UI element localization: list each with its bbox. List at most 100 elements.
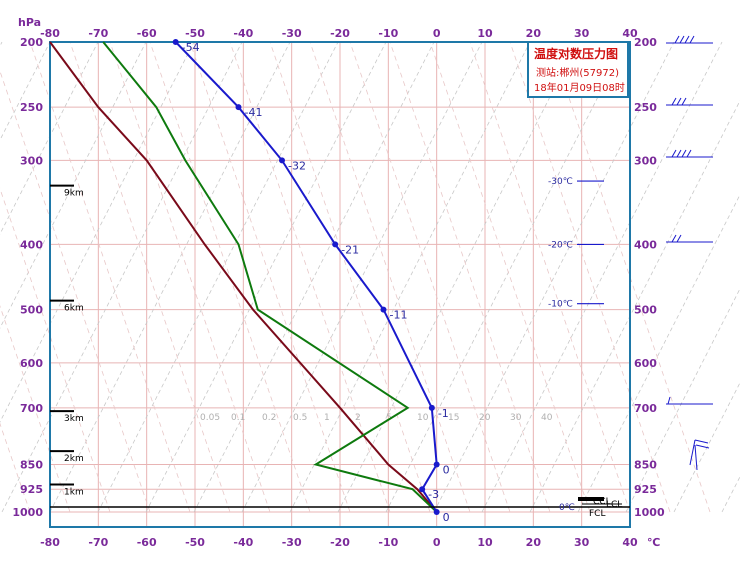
x-tick-label-bottom: -30	[282, 536, 302, 549]
x-tick-label-bottom: 20	[526, 536, 542, 549]
dry-adiabat-line	[149, 41, 311, 513]
x-tick-label-top: -80	[40, 27, 60, 40]
dry-adiabat-line	[69, 41, 231, 513]
skew-line	[0, 41, 3, 47]
temperature-point	[279, 157, 285, 164]
x-tick-label-bottom: -20	[330, 536, 350, 549]
temperature-curve: 0 -3 0 -1 -11 -21 -32 -41 -54	[172, 39, 450, 524]
dewpoint-curve	[102, 41, 438, 513]
wind-barb-250	[666, 97, 713, 106]
x-tick-label-top: 30	[574, 27, 590, 40]
y-tick-label-left: 300	[20, 154, 43, 167]
dry-adiabat-line	[309, 41, 471, 513]
dry-adiabat-line	[0, 422, 31, 513]
x-tick-label-bottom: -60	[137, 536, 157, 549]
y-tick-label-right: 850	[634, 459, 657, 472]
lcl-bar	[578, 497, 604, 501]
mixing-ratio-label: 5	[386, 413, 392, 423]
y-unit-label: hPa	[18, 16, 41, 29]
temperature-line	[174, 41, 438, 513]
x-tick-label-top: -10	[378, 27, 398, 40]
skew-line	[97, 41, 339, 513]
isotherm-markers: -30℃ -20℃ -10℃	[548, 177, 604, 310]
y-axis-left: 200 250 300 400 500 600 700 850 925 1000	[12, 36, 43, 519]
height-mark-label: 2km	[64, 454, 84, 464]
x-tick-label-bottom: -70	[88, 536, 108, 549]
isotherm-marker-label: -20℃	[548, 240, 573, 250]
x-tick-label-bottom: 10	[477, 536, 493, 549]
x-tick-label-bottom: 30	[574, 536, 590, 549]
y-tick-label-right: 300	[634, 154, 657, 167]
height-mark-label: 3km	[64, 414, 84, 424]
mixing-ratio-label: 20	[479, 413, 491, 423]
x-tick-label-bottom: -50	[185, 536, 205, 549]
fcl-label: FCL	[589, 509, 605, 519]
temperature-value-label: -21	[341, 243, 359, 256]
temperature-value-label: 0	[443, 464, 450, 477]
y-tick-label-left: 850	[20, 459, 43, 472]
datetime-label: 18年01月09日08时	[534, 81, 625, 94]
wind-barb-700	[666, 396, 713, 405]
dry-adiabat-line	[389, 41, 551, 513]
skew-line	[241, 41, 483, 513]
dry-adiabat-line	[109, 41, 271, 513]
dry-adiabat-line	[509, 41, 671, 513]
x-unit-label: ℃	[647, 536, 660, 549]
dry-adiabat-line	[189, 41, 351, 513]
x-tick-label-top: -70	[88, 27, 108, 40]
temperature-point	[433, 461, 440, 468]
x-tick-label-top: 20	[526, 27, 542, 40]
x-tick-label-top: -20	[330, 27, 350, 40]
x-tick-label-bottom: 40	[622, 536, 638, 549]
y-tick-label-right: 700	[634, 402, 657, 415]
skew-line	[289, 41, 531, 513]
mixing-ratio-label: 30	[510, 413, 522, 423]
temperature-value-label: 0	[443, 511, 450, 524]
x-tick-label-bottom: -40	[233, 536, 253, 549]
skew-line	[625, 287, 740, 513]
dry-adiabat-line	[429, 41, 591, 513]
zero-c-label: 0℃	[559, 503, 575, 513]
x-tick-label-bottom: -80	[40, 536, 60, 549]
x-tick-label-top: -60	[137, 27, 157, 40]
temperature-point	[380, 306, 387, 313]
skew-line	[529, 99, 740, 513]
skew-line	[481, 41, 723, 513]
skew-line	[49, 41, 291, 513]
temperature-value-label: -11	[390, 309, 408, 322]
dry-adiabat-line	[0, 305, 71, 513]
ccl-label: CCL	[593, 497, 611, 507]
wind-barb-850	[689, 439, 710, 466]
temperature-value-label: -41	[245, 106, 263, 119]
mixing-ratio-label: 15	[448, 413, 459, 423]
y-tick-label-left: 600	[20, 357, 43, 370]
station-label: 测站:郴州(57972)	[536, 66, 619, 79]
skew-line	[433, 41, 675, 513]
temperature-point	[235, 104, 242, 111]
mixing-ratio-label: 2	[355, 413, 361, 423]
isotherm-marker-label: -30℃	[548, 177, 573, 187]
height-mark-label: 9km	[64, 189, 84, 199]
mixing-ratio-label: 0.1	[231, 413, 245, 423]
temperature-value-label: -1	[438, 407, 449, 420]
temperature-value-label: -3	[428, 488, 439, 501]
parcel-curve	[49, 41, 438, 513]
dry-adiabat-line	[29, 41, 191, 513]
skew-line	[145, 41, 387, 513]
dry-adiabat-line	[0, 187, 111, 513]
height-mark-label: 6km	[64, 304, 84, 314]
skew-line	[385, 41, 627, 513]
dry-adiabat-line	[269, 41, 431, 513]
dry-adiabat-line	[0, 70, 151, 513]
plot-frame	[49, 41, 631, 528]
temperature-point	[428, 404, 435, 411]
x-tick-label-bottom: -10	[378, 536, 398, 549]
x-tick-label-bottom: 0	[433, 536, 441, 549]
y-tick-label-right: 925	[634, 483, 657, 496]
skew-line	[673, 381, 740, 513]
skew-line	[337, 41, 579, 513]
parcel-line	[49, 41, 438, 513]
x-axis-bottom: -80 -70 -60 -50 -40 -30 -20 -10 0 10 20 30 40	[40, 536, 638, 549]
mixing-ratio-label: 0.05	[200, 413, 220, 423]
